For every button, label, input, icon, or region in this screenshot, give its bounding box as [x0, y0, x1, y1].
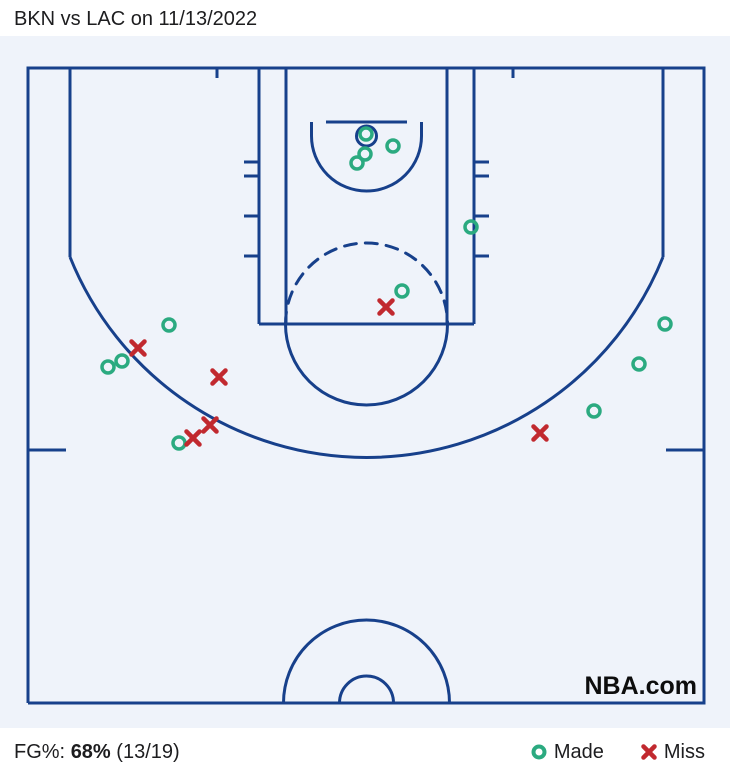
made-shot-icon: [531, 744, 547, 760]
restricted-area-arc: [310, 122, 423, 193]
fg-value: 68%: [70, 740, 111, 763]
missed-shot-marker: [210, 368, 228, 386]
missed-shot-marker: [129, 339, 147, 357]
lane-ticks-left: [244, 160, 259, 258]
miss-shot-icon: [641, 744, 657, 760]
free-throw-circle-solid: [284, 323, 449, 407]
lane-outer: [257, 68, 476, 326]
lane-ticks-right: [474, 160, 489, 258]
legend-made-label: Made: [553, 740, 604, 763]
fg-label: FG%:: [14, 740, 66, 763]
made-shot-marker: [586, 403, 602, 419]
missed-shot-marker: [184, 429, 202, 447]
legend-miss-label: Miss: [663, 740, 705, 763]
made-shot-marker: [631, 356, 647, 372]
made-shot-marker: [657, 316, 673, 332]
baseline-ticks: [215, 68, 515, 78]
center-circle-inner: [338, 674, 395, 704]
corner-three-lines: [68, 68, 665, 257]
made-shot-marker: [385, 138, 401, 154]
legend-item-miss: Miss: [640, 741, 705, 764]
missed-shot-marker: [201, 416, 219, 434]
fg-detail: (13/19): [116, 740, 180, 763]
missed-shot-marker: [531, 424, 549, 442]
made-shot-marker: [357, 146, 373, 162]
court-border: [26, 66, 706, 705]
lane-inner: [284, 68, 449, 324]
plot-background: [0, 36, 730, 728]
missed-shot-marker: [377, 298, 395, 316]
shot-markers: [100, 126, 673, 451]
free-throw-circle-dashed: [284, 241, 449, 326]
court-lines: [26, 66, 706, 705]
center-circle-outer: [282, 618, 451, 704]
rim-circle: [355, 124, 378, 148]
made-shot-marker: [358, 126, 374, 142]
legend: Made Miss: [530, 741, 705, 764]
legend-item-made: Made: [530, 741, 604, 764]
made-shot-marker: [463, 219, 479, 235]
made-shot-marker: [349, 155, 365, 171]
made-shot-marker: [100, 359, 116, 375]
footer-bar: FG%: 68% (13/19) Made Miss: [0, 734, 730, 770]
nba-watermark: NBA.com: [584, 672, 697, 700]
fg-summary: FG%: 68% (13/19): [14, 741, 180, 764]
page-title: BKN vs LAC on 11/13/2022: [14, 8, 258, 30]
made-shot-marker: [114, 353, 130, 369]
made-shot-marker: [161, 317, 177, 333]
made-shot-marker: [394, 283, 410, 299]
